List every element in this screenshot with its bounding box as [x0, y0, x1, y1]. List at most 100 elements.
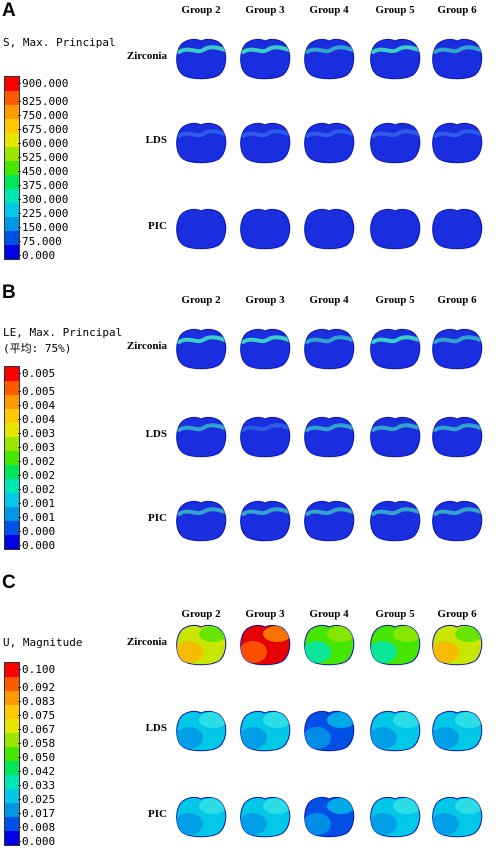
- group-label: Group 6: [437, 294, 477, 306]
- tooth-model-image: [429, 326, 485, 370]
- tooth-model-image: [367, 794, 423, 838]
- legend-value: 0.004: [17, 413, 56, 426]
- legend-swatch: [5, 663, 19, 677]
- tooth-model-image: [301, 414, 357, 458]
- tooth-model-image: [429, 206, 485, 250]
- legend-value: 0.000: [17, 249, 56, 262]
- legend-swatch: [5, 409, 19, 423]
- material-label: Zirconia: [126, 50, 167, 62]
- legend-swatch: [5, 465, 19, 479]
- tooth-model-image: [367, 498, 423, 542]
- tooth-model-image: [173, 708, 229, 752]
- legend-swatch: [5, 147, 19, 161]
- group-label: Group 5: [375, 4, 415, 16]
- legend-swatch: [5, 831, 19, 845]
- group-label: Group 5: [375, 294, 415, 306]
- legend-swatch: [5, 705, 19, 719]
- tooth-model-image: [237, 794, 293, 838]
- group-label: Group 2: [181, 4, 221, 16]
- material-label: LDS: [145, 428, 167, 440]
- legend-swatch: [5, 775, 19, 789]
- legend-value: 0.004: [17, 399, 56, 412]
- group-label: Group 3: [245, 294, 285, 306]
- legend-value: 0.058: [17, 737, 56, 750]
- legend-value: 75.000: [18, 235, 62, 248]
- group-label: Group 4: [309, 4, 349, 16]
- group-label: Group 6: [437, 608, 477, 620]
- legend-value: 375.000: [17, 179, 69, 192]
- legend-value: 0.005: [17, 385, 56, 398]
- tooth-model-image: [237, 414, 293, 458]
- legend-value: 0.033: [17, 779, 56, 792]
- tooth-model-image: [237, 708, 293, 752]
- legend-swatch: [5, 747, 19, 761]
- material-label: PIC: [148, 808, 167, 820]
- legend-swatch: [5, 451, 19, 465]
- legend-swatch: [5, 381, 19, 395]
- legend-value: 0.005: [17, 367, 56, 380]
- legend-value: 0.083: [17, 695, 56, 708]
- tooth-model-image: [301, 708, 357, 752]
- tooth-model-image: [173, 120, 229, 164]
- group-label: Group 6: [437, 4, 477, 16]
- legend-value: 0.000: [17, 525, 56, 538]
- legend-title: U, Magnitude: [3, 636, 83, 649]
- group-label: Group 4: [309, 608, 349, 620]
- legend-title: S, Max. Principal: [3, 36, 116, 49]
- legend-swatch: [5, 395, 19, 409]
- tooth-model-image: [237, 498, 293, 542]
- legend-value: 0.050: [17, 751, 56, 764]
- tooth-model-image: [173, 498, 229, 542]
- legend-swatch: [5, 789, 19, 803]
- legend-swatch: [5, 719, 19, 733]
- tooth-model-image: [367, 622, 423, 666]
- legend-swatch: [5, 245, 19, 259]
- legend-swatch: [5, 803, 19, 817]
- legend-color-bar: [4, 76, 20, 260]
- legend-value: 0.100: [17, 663, 56, 676]
- tooth-model-image: [173, 326, 229, 370]
- legend-swatch: [5, 535, 19, 549]
- legend-swatch: [5, 77, 19, 91]
- tooth-model-image: [429, 622, 485, 666]
- legend-value: 225.000: [17, 207, 69, 220]
- legend-swatch: [5, 817, 19, 831]
- legend-swatch: [5, 367, 19, 381]
- tooth-model-image: [237, 36, 293, 80]
- legend-swatch: [5, 133, 19, 147]
- legend-value: 0.002: [17, 483, 56, 496]
- panel-b: B LE, Max. Principal (平均: 75%) 0.005 0.00…: [0, 280, 498, 568]
- legend-value: 0.000: [17, 539, 56, 552]
- tooth-model-image: [237, 120, 293, 164]
- legend-swatch: [5, 203, 19, 217]
- tooth-model-image: [173, 414, 229, 458]
- tooth-model-image: [367, 206, 423, 250]
- legend-value: 750.000: [17, 109, 69, 122]
- legend-value: 450.000: [17, 165, 69, 178]
- legend-value: 675.000: [17, 123, 69, 136]
- group-label: Group 2: [181, 608, 221, 620]
- tooth-model-image: [367, 414, 423, 458]
- legend-value: 600.000: [17, 137, 69, 150]
- legend-value: 150.000: [17, 221, 69, 234]
- legend-value: 0.002: [17, 469, 56, 482]
- legend-value: 0.001: [17, 511, 56, 524]
- legend-swatch: [5, 119, 19, 133]
- tooth-model-image: [367, 36, 423, 80]
- legend-swatch: [5, 691, 19, 705]
- legend-swatch: [5, 105, 19, 119]
- legend-value: 900.000: [17, 77, 69, 90]
- tooth-model-image: [173, 794, 229, 838]
- tooth-model-image: [367, 120, 423, 164]
- legend-swatch: [5, 437, 19, 451]
- legend-color-bar: [4, 366, 20, 550]
- tooth-model-image: [429, 36, 485, 80]
- legend-title: LE, Max. Principal: [3, 326, 123, 339]
- legend-swatch: [5, 493, 19, 507]
- legend-swatch: [5, 423, 19, 437]
- material-label: PIC: [148, 220, 167, 232]
- tooth-model-image: [301, 622, 357, 666]
- legend-value: 525.000: [17, 151, 69, 164]
- group-label: Group 3: [245, 608, 285, 620]
- group-label: Group 3: [245, 4, 285, 16]
